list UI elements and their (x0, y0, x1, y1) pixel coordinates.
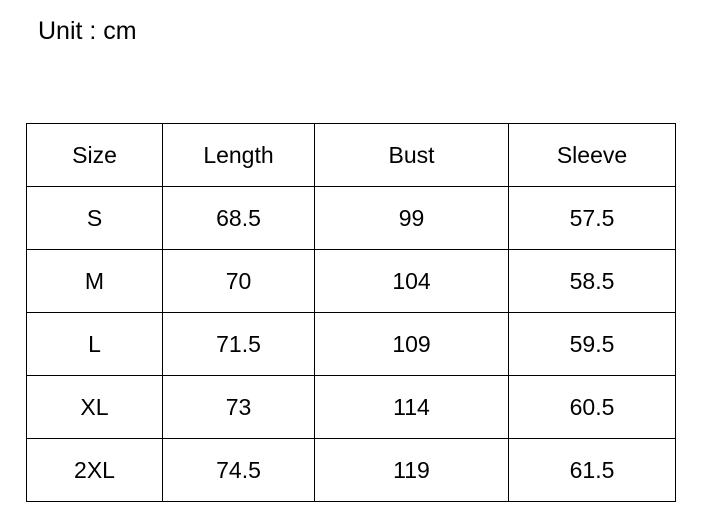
table-row: M 70 104 58.5 (26, 249, 676, 313)
table-cell: 99 (314, 186, 509, 250)
table-cell: 68.5 (162, 186, 315, 250)
table-row: S 68.5 99 57.5 (26, 186, 676, 250)
table-cell: 61.5 (508, 438, 676, 502)
table-cell: 119 (314, 438, 509, 502)
size-chart-table: Size Length Bust Sleeve S 68.5 99 57.5 M 70 104 58.… (26, 123, 676, 502)
header-row: Size Length Bust Sleeve (26, 123, 676, 187)
column-header: Sleeve (508, 123, 676, 187)
table-cell: 2XL (26, 438, 163, 502)
table-cell: 58.5 (508, 249, 676, 313)
table-row: 2XL 74.5 119 61.5 (26, 438, 676, 502)
table-cell: L (26, 312, 163, 376)
table-cell: M (26, 249, 163, 313)
column-header: Bust (314, 123, 509, 187)
column-header: Length (162, 123, 315, 187)
table-cell: 114 (314, 375, 509, 439)
table-cell: S (26, 186, 163, 250)
table-cell: 70 (162, 249, 315, 313)
table-row: XL 73 114 60.5 (26, 375, 676, 439)
table-cell: XL (26, 375, 163, 439)
table-cell: 57.5 (508, 186, 676, 250)
table-cell: 104 (314, 249, 509, 313)
table-cell: 73 (162, 375, 315, 439)
column-header: Size (26, 123, 163, 187)
table-cell: 74.5 (162, 438, 315, 502)
table-row: L 71.5 109 59.5 (26, 312, 676, 376)
table-cell: 60.5 (508, 375, 676, 439)
unit-label: Unit : cm (38, 17, 137, 45)
table-cell: 59.5 (508, 312, 676, 376)
table-cell: 109 (314, 312, 509, 376)
table-cell: 71.5 (162, 312, 315, 376)
